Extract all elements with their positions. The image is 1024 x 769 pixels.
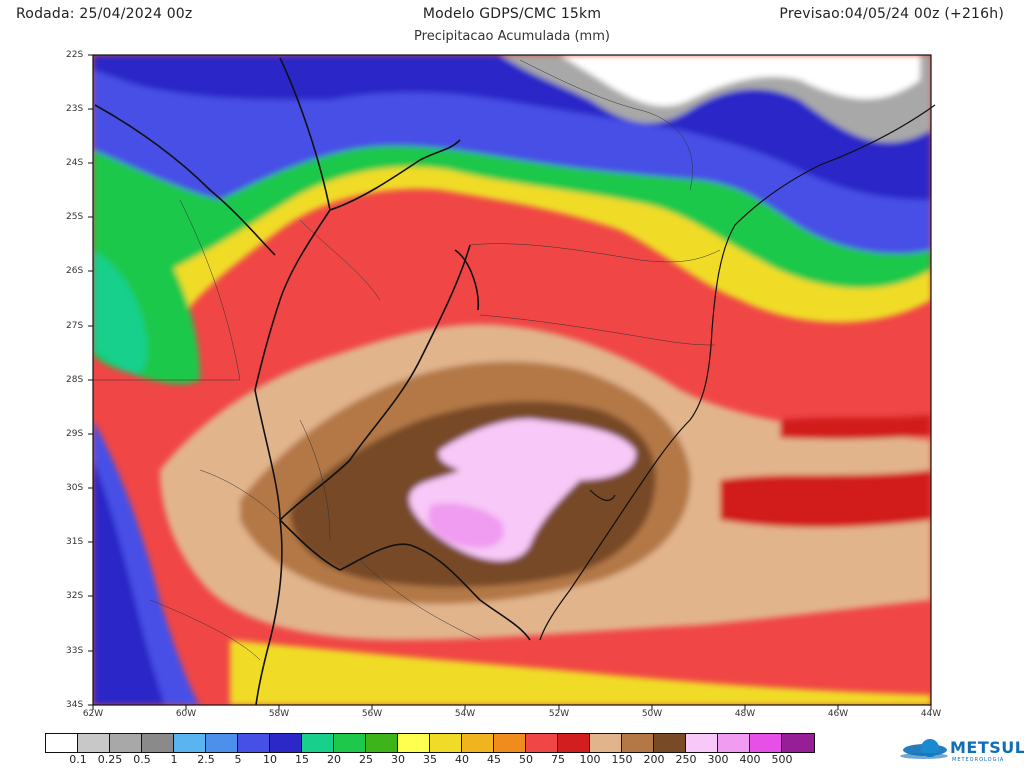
- legend-swatch: [46, 734, 78, 752]
- lon-label: 54W: [454, 709, 476, 719]
- precip-field: [93, 55, 931, 705]
- lat-label: 33S: [66, 646, 84, 656]
- legend-swatch: [494, 734, 526, 752]
- map-subtitle: Precipitacao Acumulada (mm): [414, 29, 610, 44]
- legend-swatch: [462, 734, 494, 752]
- lat-label: 32S: [66, 591, 84, 601]
- legend-level: 500: [771, 753, 793, 766]
- legend-level: 50: [519, 753, 533, 766]
- legend-swatch: [558, 734, 590, 752]
- legend-level: 2.5: [197, 753, 215, 766]
- country-borders: [94, 57, 531, 706]
- legend-swatch: [654, 734, 686, 752]
- legend-swatch: [110, 734, 142, 752]
- axis-ticks: [88, 54, 932, 710]
- legend-level: 10: [263, 753, 277, 766]
- lat-label: 29S: [66, 429, 84, 439]
- legend-level: 0.25: [97, 753, 123, 766]
- legend-swatch: [206, 734, 238, 752]
- lat-label: 22S: [66, 50, 84, 60]
- lat-label: 27S: [66, 321, 84, 331]
- model-title: Modelo GDPS/CMC 15km: [422, 6, 602, 22]
- lon-label: 56W: [361, 709, 383, 719]
- lat-label: 26S: [66, 266, 84, 276]
- legend-level: 0.5: [133, 753, 151, 766]
- legend-level: 400: [739, 753, 761, 766]
- legend-swatch: [334, 734, 366, 752]
- legend-swatch: [622, 734, 654, 752]
- lat-label: 24S: [66, 158, 84, 168]
- lon-label: 46W: [827, 709, 849, 719]
- legend-level: 75: [551, 753, 565, 766]
- lat-label: 28S: [66, 375, 84, 385]
- lon-label: 60W: [175, 709, 197, 719]
- lon-label: 48W: [734, 709, 756, 719]
- legend-level: 35: [423, 753, 437, 766]
- legend-level: 1: [170, 753, 178, 766]
- legend-swatch: [590, 734, 622, 752]
- legend-level: 20: [327, 753, 341, 766]
- lat-label: 30S: [66, 483, 84, 493]
- legend-swatch: [270, 734, 302, 752]
- legend-level: 40: [455, 753, 469, 766]
- logo-text: METSUL: [950, 738, 1024, 757]
- legend-level: 200: [643, 753, 665, 766]
- legend-level: 25: [359, 753, 373, 766]
- lon-label: 62W: [82, 709, 104, 719]
- legend-swatch: [718, 734, 750, 752]
- legend-swatch: [302, 734, 334, 752]
- legend-swatch: [78, 734, 110, 752]
- forecast-time-label: Previsao:04/05/24 00z (+216h): [779, 6, 1004, 22]
- coastline: [539, 104, 936, 641]
- legend-swatch: [430, 734, 462, 752]
- legend-level: 5: [234, 753, 242, 766]
- run-time-label: Rodada: 25/04/2024 00z: [16, 6, 193, 22]
- lon-label: 50W: [641, 709, 663, 719]
- legend-level: 300: [707, 753, 729, 766]
- legend-swatch: [526, 734, 558, 752]
- lon-label: 44W: [920, 709, 942, 719]
- lat-label: 23S: [66, 104, 84, 114]
- legend-level: 15: [295, 753, 309, 766]
- legend-swatch: [142, 734, 174, 752]
- legend-swatch: [174, 734, 206, 752]
- lat-label: 31S: [66, 537, 84, 547]
- legend-swatch: [398, 734, 430, 752]
- legend-level: 150: [611, 753, 633, 766]
- logo-subtext: METEOROLOGIA: [952, 757, 1005, 763]
- color-legend: [45, 733, 815, 753]
- legend-swatch: [686, 734, 718, 752]
- legend-level: 0.1: [69, 753, 87, 766]
- lon-label: 58W: [268, 709, 290, 719]
- lat-label: 34S: [66, 700, 84, 710]
- legend-swatch: [750, 734, 782, 752]
- legend-level: 250: [675, 753, 697, 766]
- legend-swatch: [366, 734, 398, 752]
- legend-swatch: [782, 734, 814, 752]
- legend-level: 45: [487, 753, 501, 766]
- legend-swatch: [238, 734, 270, 752]
- lat-label: 25S: [66, 212, 84, 222]
- lon-label: 52W: [548, 709, 570, 719]
- metsul-logo: [900, 739, 948, 759]
- legend-level: 100: [579, 753, 601, 766]
- state-borders: [93, 59, 721, 661]
- legend-level: 30: [391, 753, 405, 766]
